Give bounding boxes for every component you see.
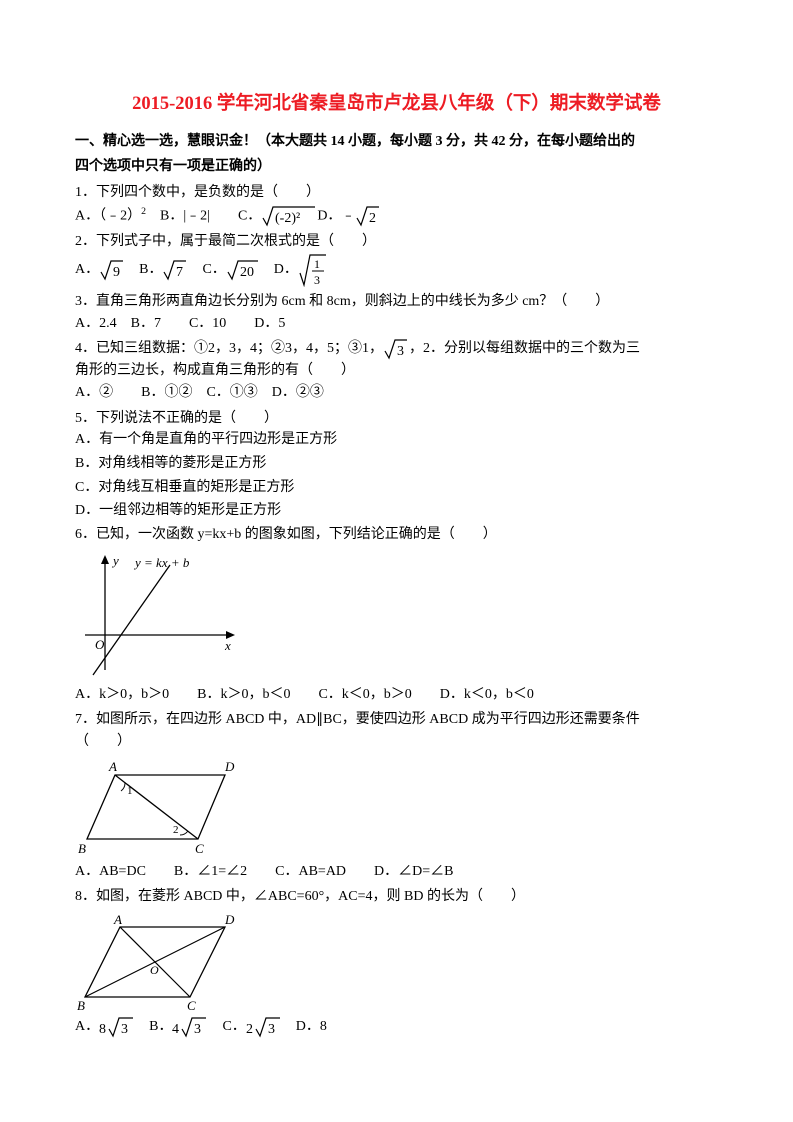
q5-C: C．对角线互相垂直的矩形是正方形 (75, 477, 718, 499)
q2-options: A．9 B．7 C．20 D．13 (75, 253, 718, 287)
q6-stem: 6．已知，一次函数 y=kx+b 的图象如图，下列结论正确的是（ ） (75, 524, 718, 546)
q8-B: B． (135, 1019, 172, 1034)
q3-options: A．2.4 B．7 C．10 D．5 (75, 313, 718, 335)
q5-B: B．对角线相等的菱形是正方形 (75, 453, 718, 475)
svg-text:O: O (95, 637, 105, 652)
svg-text:3: 3 (121, 1022, 128, 1037)
page-content: 2015-2016 学年河北省秦皇岛市卢龙县八年级（下）期末数学试卷 一、精心选… (0, 0, 793, 1082)
svg-text:B: B (78, 841, 86, 856)
q8-figure: A D B C O (75, 912, 718, 1012)
q4-c: 角形的三边长，构成直角三角形的有（ ） (75, 360, 718, 382)
sqrt-1over3-icon: 13 (298, 253, 328, 287)
q5-stem: 5．下列说法不正确的是（ ） (75, 408, 718, 430)
svg-text:3: 3 (314, 273, 320, 287)
svg-text:(-2)²: (-2)² (275, 211, 300, 226)
svg-text:3: 3 (397, 344, 404, 359)
q2-A: A． (75, 262, 99, 277)
eight-sqrt3-icon: 83 (99, 1016, 135, 1038)
q8-A: A． (75, 1019, 99, 1034)
sqrt-7-icon: 7 (162, 259, 188, 281)
q2-stem: 2．下列式子中，属于最简二次根式的是（ ） (75, 231, 718, 253)
two-sqrt3-icon: 23 (246, 1016, 282, 1038)
svg-text:2: 2 (369, 211, 376, 226)
q3-stem: 3．直角三角形两直角边长分别为 6cm 和 8cm，则斜边上的中线长为多少 cm… (75, 291, 718, 313)
q8-options: A．83 B．43 C．23 D．8 (75, 1016, 718, 1038)
svg-text:4: 4 (172, 1022, 179, 1037)
svg-text:2: 2 (173, 824, 179, 836)
svg-text:A: A (108, 759, 117, 774)
q5-A: A．有一个角是直角的平行四边形是正方形 (75, 429, 718, 451)
q4-options: A．② B．①② C．①③ D．②③ (75, 382, 718, 404)
svg-text:C: C (187, 998, 196, 1012)
exam-title: 2015-2016 学年河北省秦皇岛市卢龙县八年级（下）期末数学试卷 (75, 90, 718, 119)
q7-stem-a: 7．如图所示，在四边形 ABCD 中，AD∥BC，要使四边形 ABCD 成为平行… (75, 709, 718, 731)
svg-text:A: A (113, 912, 122, 927)
q7-options: A．AB=DC B．∠1=∠2 C．AB=AD D．∠D=∠B (75, 861, 718, 883)
svg-text:1: 1 (127, 785, 133, 797)
svg-text:20: 20 (240, 265, 254, 280)
q6-graph: y x O y = kx + b (75, 550, 718, 680)
sqrt-2-icon: 2 (355, 205, 381, 227)
q7-stem-b: （ ） (75, 731, 718, 753)
q8-C: C． (208, 1019, 245, 1034)
q4-b: ，2．分别以每组数据中的三个数为三 (409, 341, 640, 356)
q6-options: A．k＞0，b＞0 B．k＞0，b＜0 C．k＜0，b＞0 D．k＜0，b＜0 (75, 684, 718, 706)
svg-text:2: 2 (246, 1022, 253, 1037)
svg-text:y: y (111, 553, 119, 568)
section-1-header-line2: 四个选项中只有一项是正确的） (75, 156, 718, 178)
svg-text:8: 8 (99, 1022, 106, 1037)
svg-text:x: x (224, 638, 231, 653)
svg-text:B: B (77, 998, 85, 1012)
q2-D: D． (260, 262, 298, 277)
sqrt-3-icon: 3 (383, 338, 409, 360)
svg-text:O: O (150, 963, 159, 977)
four-sqrt3-icon: 43 (172, 1016, 208, 1038)
svg-text:7: 7 (176, 265, 183, 280)
svg-text:D: D (224, 759, 235, 774)
svg-text:y = kx + b: y = kx + b (133, 555, 190, 570)
sqrt-9-icon: 9 (99, 259, 125, 281)
q1-options: A．（﹣2）2 B．|﹣2| C．(-2)²D．﹣2 (75, 204, 718, 227)
q1-optD-pre: D．﹣ (317, 208, 355, 223)
svg-text:3: 3 (268, 1022, 275, 1037)
q2-B: B． (125, 262, 162, 277)
svg-text:C: C (195, 841, 204, 856)
q4-a: 4．已知三组数据：①2，3，4；②3，4，5；③1， (75, 341, 383, 356)
sqrt-neg2sq-icon: (-2)² (261, 205, 317, 227)
q1-stem: 1．下列四个数中，是负数的是（ ） (75, 182, 718, 204)
section-1-header-line1: 一、精心选一选，慧眼识金！（本大题共 14 小题，每小题 3 分，共 42 分，… (75, 131, 718, 153)
q8-stem: 8．如图，在菱形 ABCD 中，∠ABC=60°，AC=4，则 BD 的长为（ … (75, 886, 718, 908)
q4-stem: 4．已知三组数据：①2，3，4；②3，4，5；③1， 3 ，2．分别以每组数据中的三… (75, 338, 718, 360)
q1-optA-pre: A．（﹣2） (75, 208, 141, 223)
q7-figure: A D B C 1 2 (75, 757, 718, 857)
svg-text:3: 3 (194, 1022, 201, 1037)
svg-text:1: 1 (314, 257, 320, 271)
q8-D: D．8 (282, 1019, 327, 1034)
svg-text:D: D (224, 912, 235, 927)
svg-text:9: 9 (113, 265, 120, 280)
q2-C: C． (188, 262, 225, 277)
q1-optB-C: B．|﹣2| C． (146, 208, 261, 223)
q5-D: D．一组邻边相等的矩形是正方形 (75, 500, 718, 522)
sqrt-20-icon: 20 (226, 259, 260, 281)
